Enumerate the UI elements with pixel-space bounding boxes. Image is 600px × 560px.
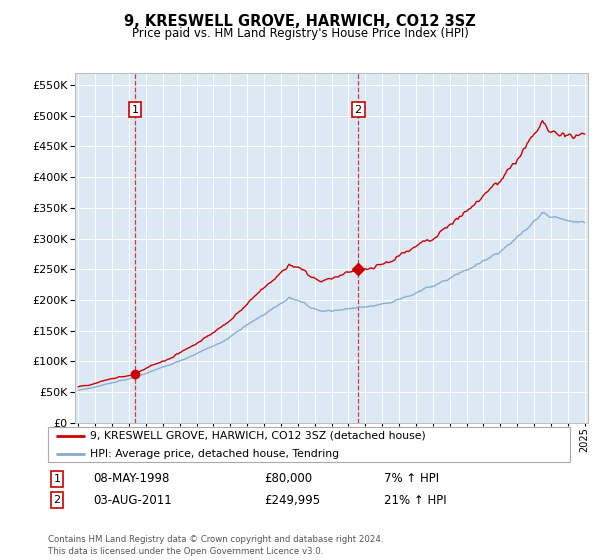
Text: 7% ↑ HPI: 7% ↑ HPI: [384, 472, 439, 486]
Text: 1: 1: [53, 474, 61, 484]
Text: Price paid vs. HM Land Registry's House Price Index (HPI): Price paid vs. HM Land Registry's House …: [131, 27, 469, 40]
Text: £80,000: £80,000: [264, 472, 312, 486]
Text: 21% ↑ HPI: 21% ↑ HPI: [384, 493, 446, 507]
Text: 2: 2: [53, 495, 61, 505]
Text: 9, KRESWELL GROVE, HARWICH, CO12 3SZ: 9, KRESWELL GROVE, HARWICH, CO12 3SZ: [124, 14, 476, 29]
Text: 03-AUG-2011: 03-AUG-2011: [93, 493, 172, 507]
Text: £249,995: £249,995: [264, 493, 320, 507]
Text: 1: 1: [131, 105, 139, 115]
Text: 08-MAY-1998: 08-MAY-1998: [93, 472, 169, 486]
Text: HPI: Average price, detached house, Tendring: HPI: Average price, detached house, Tend…: [90, 449, 339, 459]
Text: Contains HM Land Registry data © Crown copyright and database right 2024.
This d: Contains HM Land Registry data © Crown c…: [48, 535, 383, 556]
FancyBboxPatch shape: [48, 427, 570, 462]
Text: 2: 2: [355, 105, 362, 115]
Text: 9, KRESWELL GROVE, HARWICH, CO12 3SZ (detached house): 9, KRESWELL GROVE, HARWICH, CO12 3SZ (de…: [90, 431, 425, 441]
